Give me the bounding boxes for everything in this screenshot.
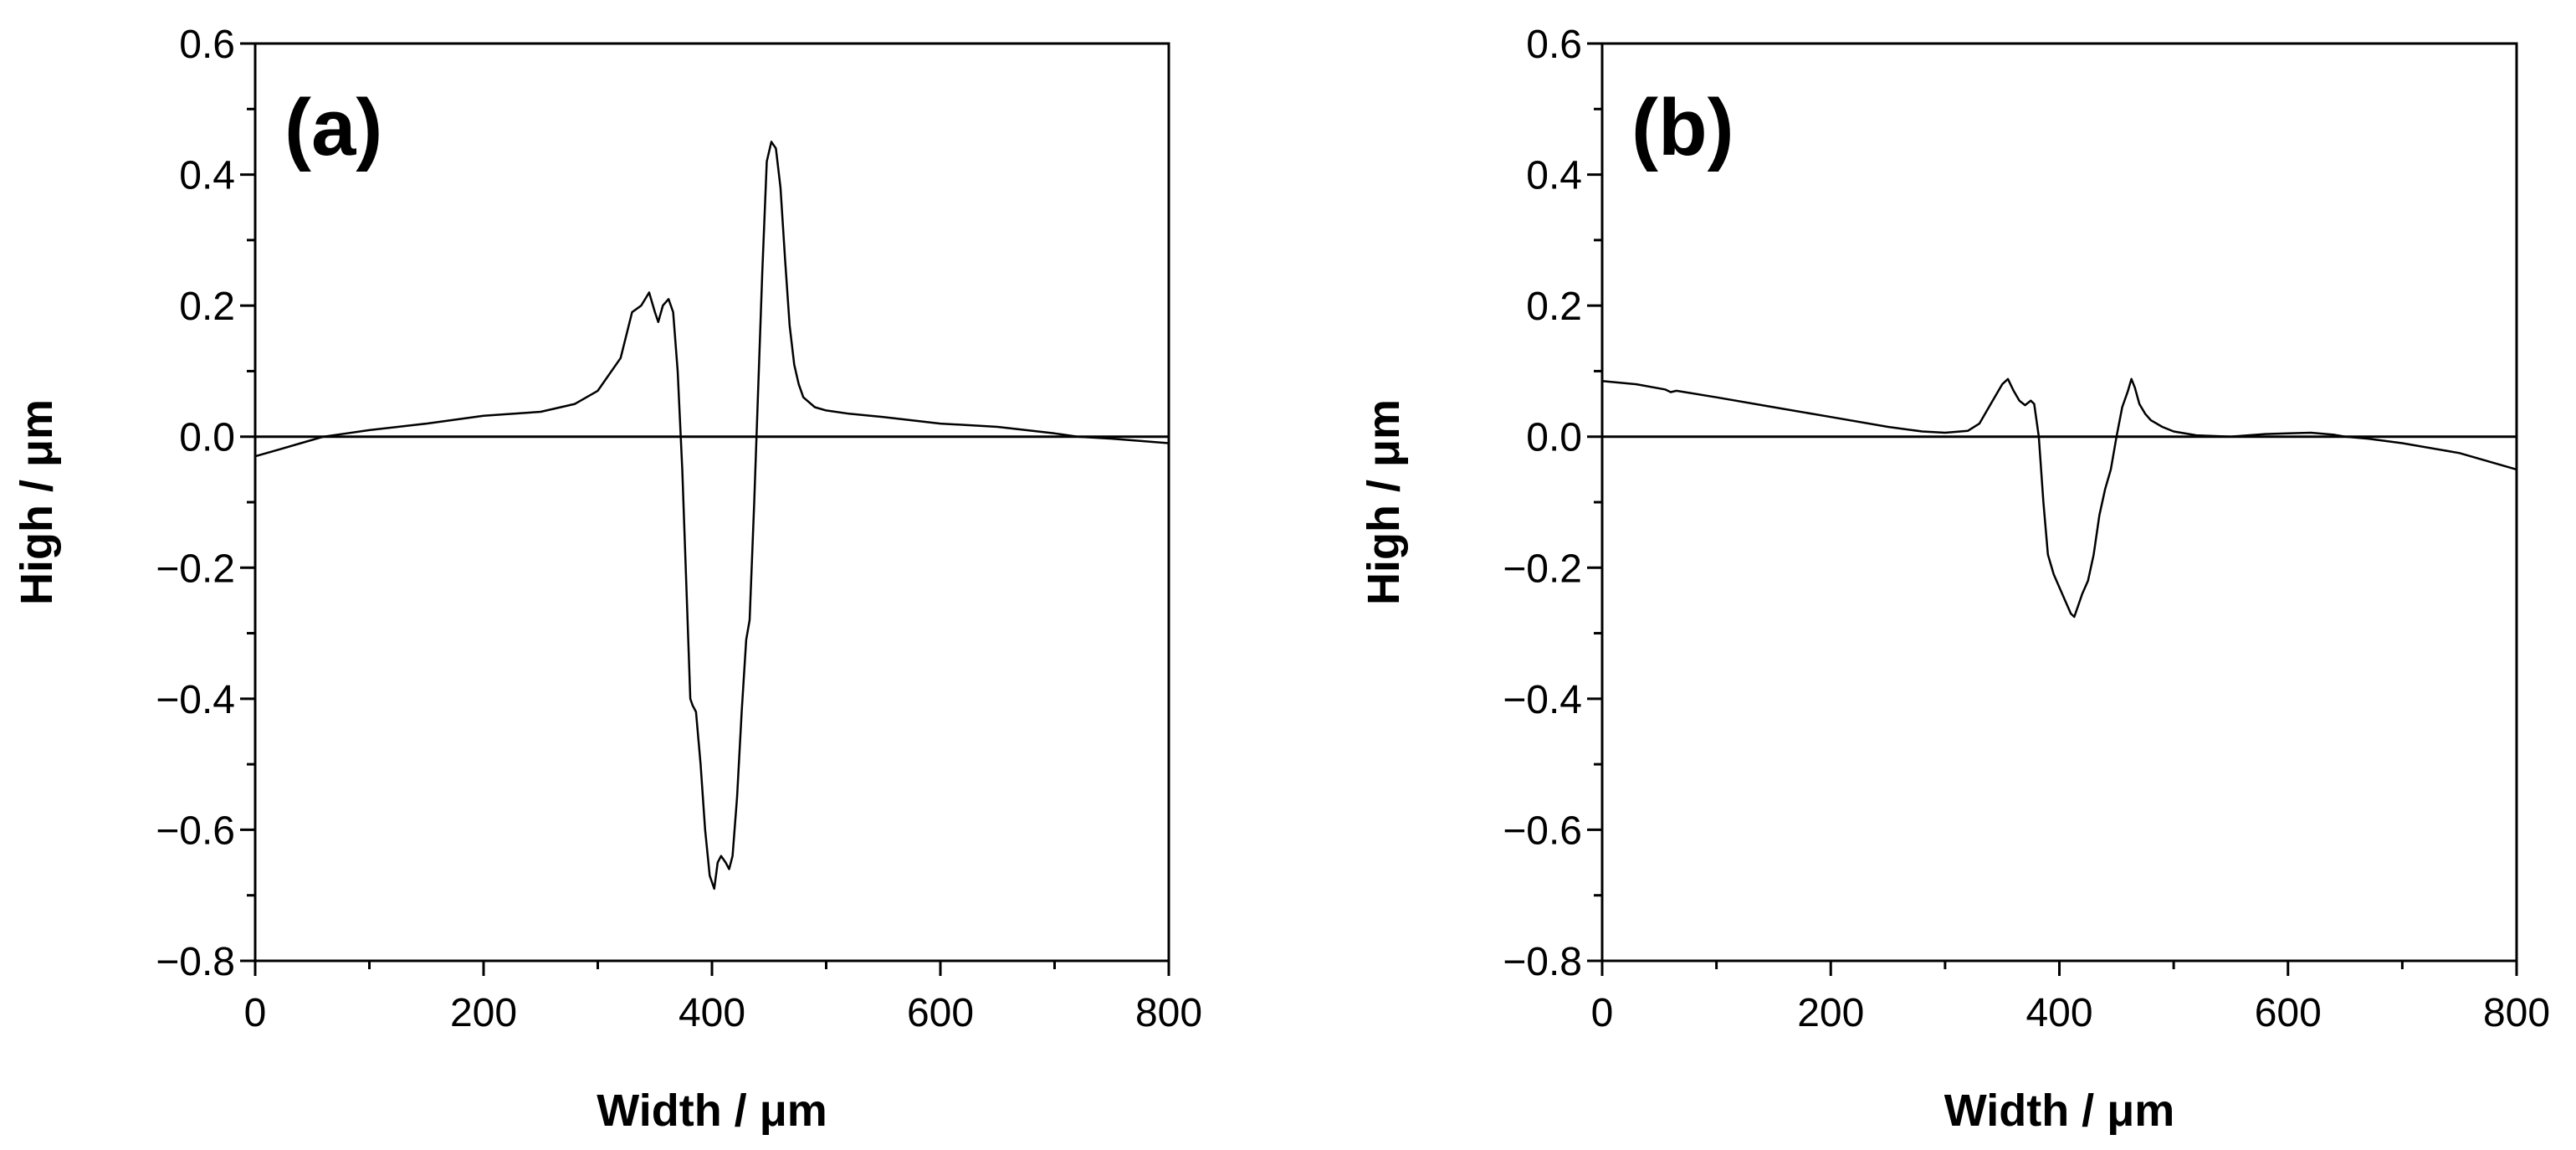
x-tick-label: 800 [1135,991,1202,1035]
series-line [1601,377,2517,619]
chart-panel-a: 0 200 400 600 800 0.6 0.4 0.2 0.0 −0.2 −0.4 −0.6 −0.… [12,23,1202,1136]
y-tick-label: 0.2 [179,285,235,329]
y-tick-label: 0.6 [1526,23,1582,67]
x-axis-title: Width / μm [597,1086,827,1136]
x-tick-label: 400 [679,991,745,1035]
x-tick-label: 600 [2255,991,2322,1035]
y-tick-label: −0.4 [156,678,235,722]
x-tick-label: 200 [1797,991,1864,1035]
x-tick-label: 200 [450,991,517,1035]
y-tick-label: 0.0 [1526,416,1582,460]
x-tick-label: 800 [2483,991,2550,1035]
x-tick-label: 0 [244,991,267,1035]
y-tick-label: −0.8 [1503,940,1582,984]
y-tick-label: −0.4 [1503,678,1582,722]
plot-frame [254,42,1170,963]
chart-panel-b: 0 200 400 600 800 0.6 0.4 0.2 0.0 −0.2 −0.4 −0.6 −0.… [1359,23,2550,1136]
y-axis-title: High / μm [12,399,62,605]
y-tick-label: 0.6 [179,23,235,67]
y-tick-label: 0.4 [1526,154,1582,198]
y-tick-label: 0.2 [1526,285,1582,329]
panel-label: (b) [1631,83,1734,172]
y-tick-label: 0.4 [179,154,235,198]
y-tick-label: −0.2 [1503,547,1582,591]
y-tick-label: −0.6 [156,809,235,853]
y-tick-label: −0.2 [156,547,235,591]
y-tick-label: −0.8 [156,940,235,984]
x-tick-label: 0 [1591,991,1614,1035]
y-axis-title: High / μm [1359,399,1409,605]
x-tick-label: 400 [2025,991,2092,1035]
plot-frame [1600,42,2518,963]
x-tick-label: 600 [907,991,974,1035]
panel-label: (a) [284,83,382,172]
x-axis-title: Width / μm [1944,1086,2175,1136]
series-line [254,141,1170,891]
y-tick-label: 0.0 [179,416,235,460]
y-tick-label: −0.6 [1503,809,1582,853]
